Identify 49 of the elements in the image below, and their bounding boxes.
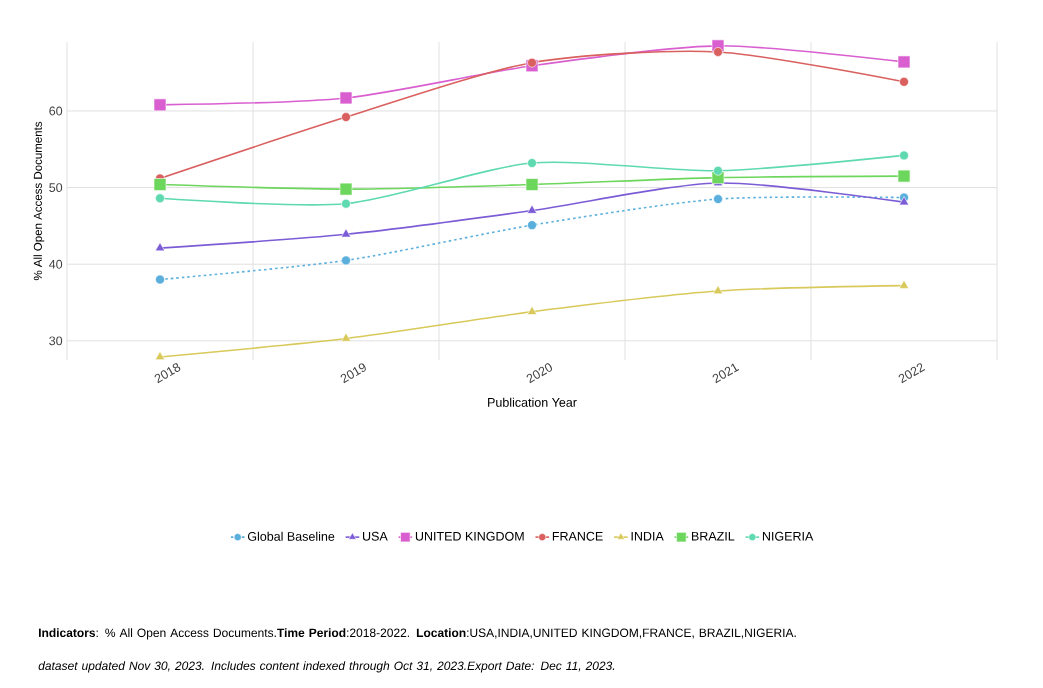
x-axis-title: Publication Year [488,397,577,407]
point [339,91,353,105]
y-tick-label: 40 [49,259,63,269]
point [527,57,537,68]
point [527,220,537,230]
legend-label: INDIA [631,531,664,541]
point [712,285,724,295]
point [154,351,166,360]
point [155,274,165,285]
point [897,169,911,183]
point [713,165,723,176]
point [526,305,538,315]
point [341,112,351,122]
point [154,242,166,252]
point [341,255,351,266]
point [899,150,909,161]
text: Indicators: % All Open Access Documents.Time Period:2018-2022. Location:USA,INDIA,UNITED KINGDOM,FRANCE, BRAZIL,NIGERIA. [39,628,796,640]
point [340,332,352,342]
x-tick-label: 2022 [898,363,926,384]
x-tick-label: 2020 [526,363,553,384]
legend-label: USA [363,531,388,541]
y-tick-label: 60 [49,106,63,116]
point [339,182,353,196]
point [340,228,352,238]
point [898,196,910,206]
legend-label: BRAZIL [692,531,735,541]
point [713,194,723,204]
point [527,158,537,168]
point [525,178,539,191]
y-axis-title: % All Open Access Documents [33,121,45,281]
text: dataset updated Nov 30, 2023. Includes content indexed through Oct 31, 2023.Export Date: Dec 11, 2023. [38,661,615,673]
point [341,198,351,209]
legend-label: NIGERIA [762,531,814,541]
y-tick-label: 30 [49,336,63,346]
y-tick-label: 50 [49,183,63,193]
point [713,47,723,57]
point [155,193,165,204]
point [899,77,909,87]
x-tick-label: 2021 [712,363,740,384]
legend-label: FRANCE [552,531,603,541]
legend-label: Global Baseline [247,531,335,541]
point [153,178,167,191]
point [898,279,910,289]
legend-label: UNITED KINGDOM [415,531,524,541]
x-tick-label: 2019 [340,363,366,384]
x-tick-label: 2018 [154,363,181,384]
point [897,55,911,69]
point [526,204,538,214]
point [153,98,167,112]
